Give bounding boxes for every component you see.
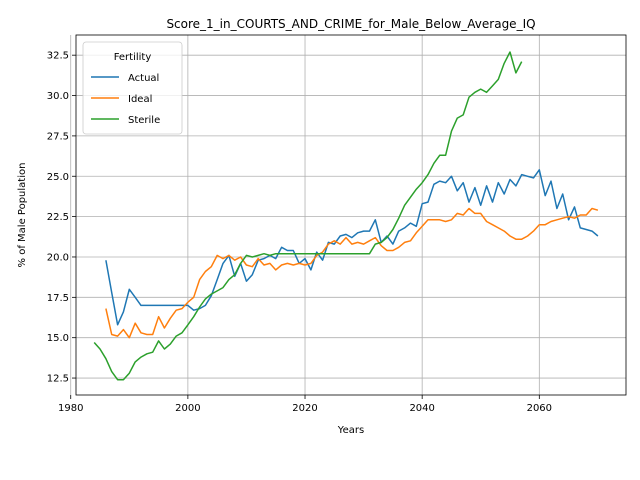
legend-label: Actual (128, 73, 159, 84)
y-tick-label: 17.5 (47, 293, 69, 304)
series-line-sterile (93, 51, 523, 381)
y-tick-label: 32.5 (47, 51, 69, 62)
x-tick-label: 2040 (409, 403, 434, 414)
legend-title: Fertility (114, 52, 152, 63)
legend-label: Sterile (128, 115, 160, 126)
series-lines (93, 51, 599, 381)
legend-box (82, 41, 183, 135)
x-tick-label: 2020 (292, 403, 317, 414)
legend: Fertility Actual Ideal Sterile (82, 41, 183, 135)
x-tick-label: 2060 (527, 403, 552, 414)
y-tick-label: 25.0 (47, 172, 69, 183)
series-line-ideal (105, 207, 599, 339)
x-tick-label: 1980 (58, 403, 83, 414)
y-tick-label: 30.0 (47, 91, 69, 102)
axis-ticks: 1980 2000 2020 2040 2060 12.5 15.0 17.5 20.0 22.5… (47, 51, 552, 414)
y-tick-label: 20.0 (47, 252, 69, 263)
y-tick-label: 27.5 (47, 131, 69, 142)
series-line-actual (105, 169, 599, 326)
plot-frame (75, 34, 627, 396)
x-tick-label: 2000 (175, 403, 200, 414)
x-axis-title: Years (337, 425, 364, 436)
y-tick-label: 15.0 (47, 333, 69, 344)
legend-items: Actual Ideal Sterile (91, 73, 160, 126)
y-tick-label: 22.5 (47, 212, 69, 223)
y-tick-label: 12.5 (47, 374, 69, 385)
chart-title: Score_1_in_COURTS_AND_CRIME_for_Male_Bel… (166, 17, 535, 31)
y-axis-title: % of Male Population (17, 163, 28, 268)
legend-label: Ideal (128, 94, 152, 105)
